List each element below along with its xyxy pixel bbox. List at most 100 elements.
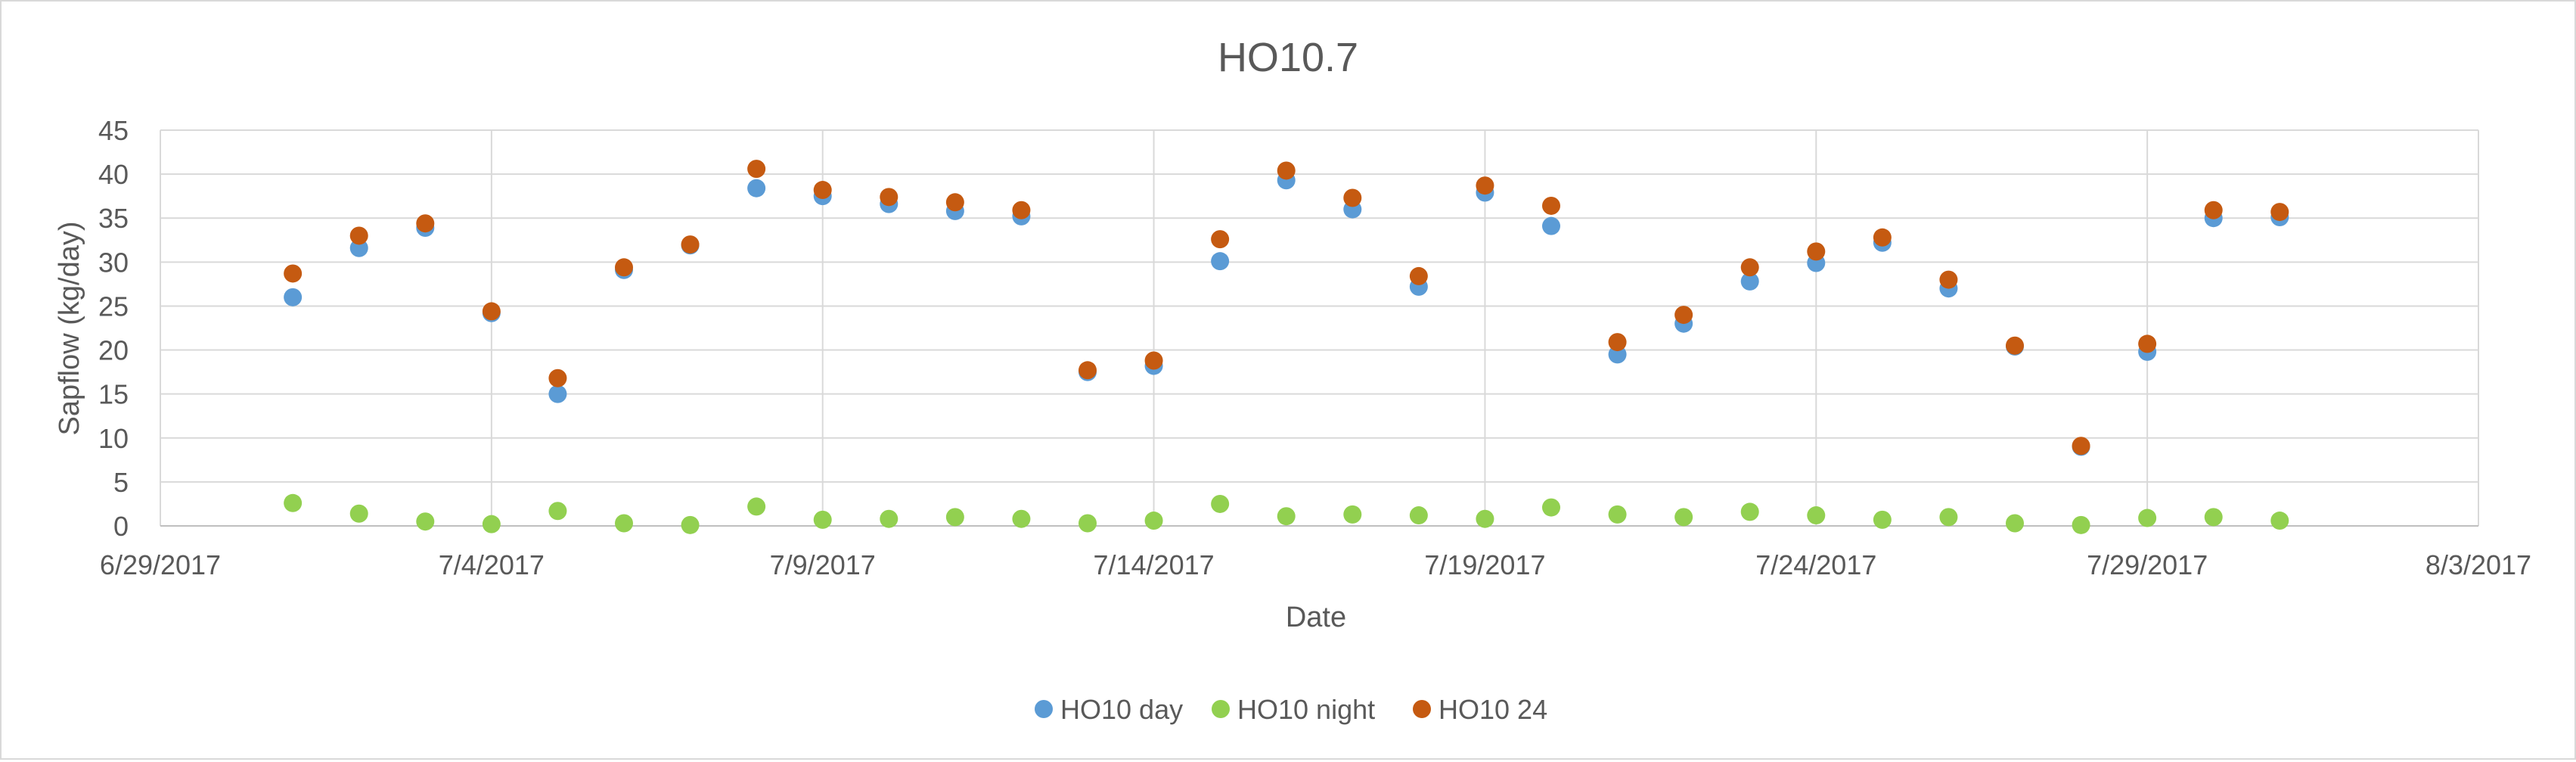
data-point-ho10-night — [349, 504, 368, 523]
x-axis-title: Date — [1286, 602, 1346, 633]
data-point-ho10-night — [2204, 508, 2223, 527]
data-point-ho10-24 — [1079, 361, 1097, 380]
data-point-ho10-24 — [1343, 188, 1362, 207]
gridlines — [160, 129, 2479, 526]
legend-marker — [1212, 700, 1230, 718]
data-point-ho10-24 — [1873, 228, 1892, 247]
legend-marker — [1413, 700, 1431, 718]
data-point-ho10-night — [416, 512, 435, 531]
data-point-ho10-24 — [615, 258, 633, 277]
data-point-ho10-night — [1144, 512, 1163, 530]
data-point-ho10-night — [880, 509, 898, 528]
y-axis-title: Sapflow (kg/day) — [54, 221, 85, 435]
data-point-ho10-day — [1740, 272, 1759, 291]
data-point-ho10-night — [813, 510, 832, 529]
x-axis-tick-labels: 6/29/2017 7/4/2017 7/9/2017 7/14/2017 7/19/2… — [100, 549, 2531, 580]
data-points — [284, 160, 2289, 534]
data-point-ho10-night — [1476, 509, 1494, 528]
x-tick-label: 6/29/2017 — [100, 549, 221, 580]
data-point-ho10-24 — [1542, 196, 1560, 215]
data-point-ho10-day — [548, 384, 567, 403]
data-point-ho10-night — [284, 493, 303, 512]
data-point-ho10-night — [1939, 508, 1958, 527]
axes — [160, 130, 2478, 527]
x-tick-label: 7/14/2017 — [1093, 549, 1214, 580]
data-point-ho10-24 — [416, 214, 435, 233]
y-tick-label: 10 — [98, 423, 129, 454]
y-tick-label: 30 — [98, 247, 129, 278]
data-point-ho10-24 — [1277, 161, 1296, 180]
data-point-ho10-24 — [1476, 176, 1494, 195]
data-point-ho10-night — [1079, 514, 1097, 533]
legend: HO10 day HO10 night HO10 24 — [1035, 694, 1547, 725]
data-point-ho10-night — [1740, 502, 1759, 521]
data-point-ho10-night — [1608, 505, 1627, 524]
data-point-ho10-day — [1542, 216, 1560, 235]
data-point-ho10-24 — [813, 181, 832, 200]
data-point-ho10-night — [615, 514, 633, 533]
data-point-ho10-24 — [747, 160, 766, 179]
data-point-ho10-24 — [1012, 201, 1031, 219]
data-point-ho10-24 — [548, 369, 567, 387]
y-tick-label: 15 — [98, 379, 129, 410]
data-point-ho10-night — [482, 515, 501, 533]
legend-label: HO10 24 — [1439, 694, 1547, 725]
data-point-ho10-24 — [1211, 230, 1230, 249]
x-tick-label: 7/29/2017 — [2087, 549, 2208, 580]
chart-title: HO10.7 — [1218, 35, 1358, 80]
data-point-ho10-night — [681, 515, 700, 534]
data-point-ho10-24 — [284, 264, 303, 283]
data-point-ho10-24 — [681, 235, 700, 254]
y-tick-label: 25 — [98, 291, 129, 322]
data-point-ho10-24 — [2138, 334, 2157, 353]
y-tick-label: 35 — [98, 203, 129, 234]
x-tick-label: 7/9/2017 — [770, 549, 876, 580]
data-point-ho10-night — [1807, 506, 1826, 525]
data-point-ho10-night — [1409, 506, 1428, 525]
data-point-ho10-24 — [1608, 333, 1627, 352]
x-tick-label: 7/24/2017 — [1755, 549, 1876, 580]
data-point-ho10-24 — [2006, 336, 2024, 355]
legend-marker — [1035, 700, 1053, 718]
data-point-ho10-day — [747, 179, 766, 197]
data-point-ho10-day — [284, 288, 303, 306]
data-point-ho10-night — [1542, 498, 1560, 517]
data-point-ho10-24 — [1144, 351, 1163, 370]
data-point-ho10-24 — [482, 302, 501, 321]
data-point-ho10-24 — [1409, 266, 1428, 285]
y-axis-tick-labels: 0 5 10 15 20 25 30 35 40 45 — [98, 115, 129, 542]
legend-label: HO10 day — [1060, 694, 1183, 725]
data-point-ho10-night — [1277, 507, 1296, 526]
x-tick-label: 8/3/2017 — [2425, 549, 2531, 580]
y-tick-label: 5 — [113, 467, 129, 498]
data-point-ho10-night — [747, 497, 766, 516]
data-point-ho10-night — [2006, 514, 2024, 533]
data-point-ho10-night — [1211, 494, 1230, 513]
data-point-ho10-night — [2138, 509, 2157, 527]
y-tick-label: 40 — [98, 159, 129, 190]
data-point-ho10-night — [2072, 515, 2090, 534]
y-tick-label: 45 — [98, 115, 129, 146]
data-point-ho10-night — [1873, 510, 1892, 529]
data-point-ho10-24 — [880, 188, 898, 207]
y-tick-label: 20 — [98, 335, 129, 366]
legend-label: HO10 night — [1237, 694, 1375, 725]
data-point-ho10-24 — [2072, 437, 2090, 456]
data-point-ho10-night — [2270, 512, 2289, 530]
data-point-ho10-24 — [1740, 258, 1759, 277]
data-point-ho10-24 — [1939, 270, 1958, 289]
data-point-ho10-24 — [1807, 242, 1826, 261]
x-tick-label: 7/19/2017 — [1424, 549, 1545, 580]
data-point-ho10-24 — [2270, 203, 2289, 222]
data-point-ho10-night — [1343, 505, 1362, 524]
data-point-ho10-24 — [349, 226, 368, 245]
data-point-ho10-night — [945, 508, 964, 527]
data-point-ho10-24 — [945, 193, 964, 212]
data-point-ho10-24 — [1674, 306, 1693, 325]
data-point-ho10-night — [548, 502, 567, 521]
data-point-ho10-night — [1012, 509, 1031, 528]
data-point-ho10-24 — [2204, 201, 2223, 219]
y-tick-label: 0 — [113, 511, 129, 542]
